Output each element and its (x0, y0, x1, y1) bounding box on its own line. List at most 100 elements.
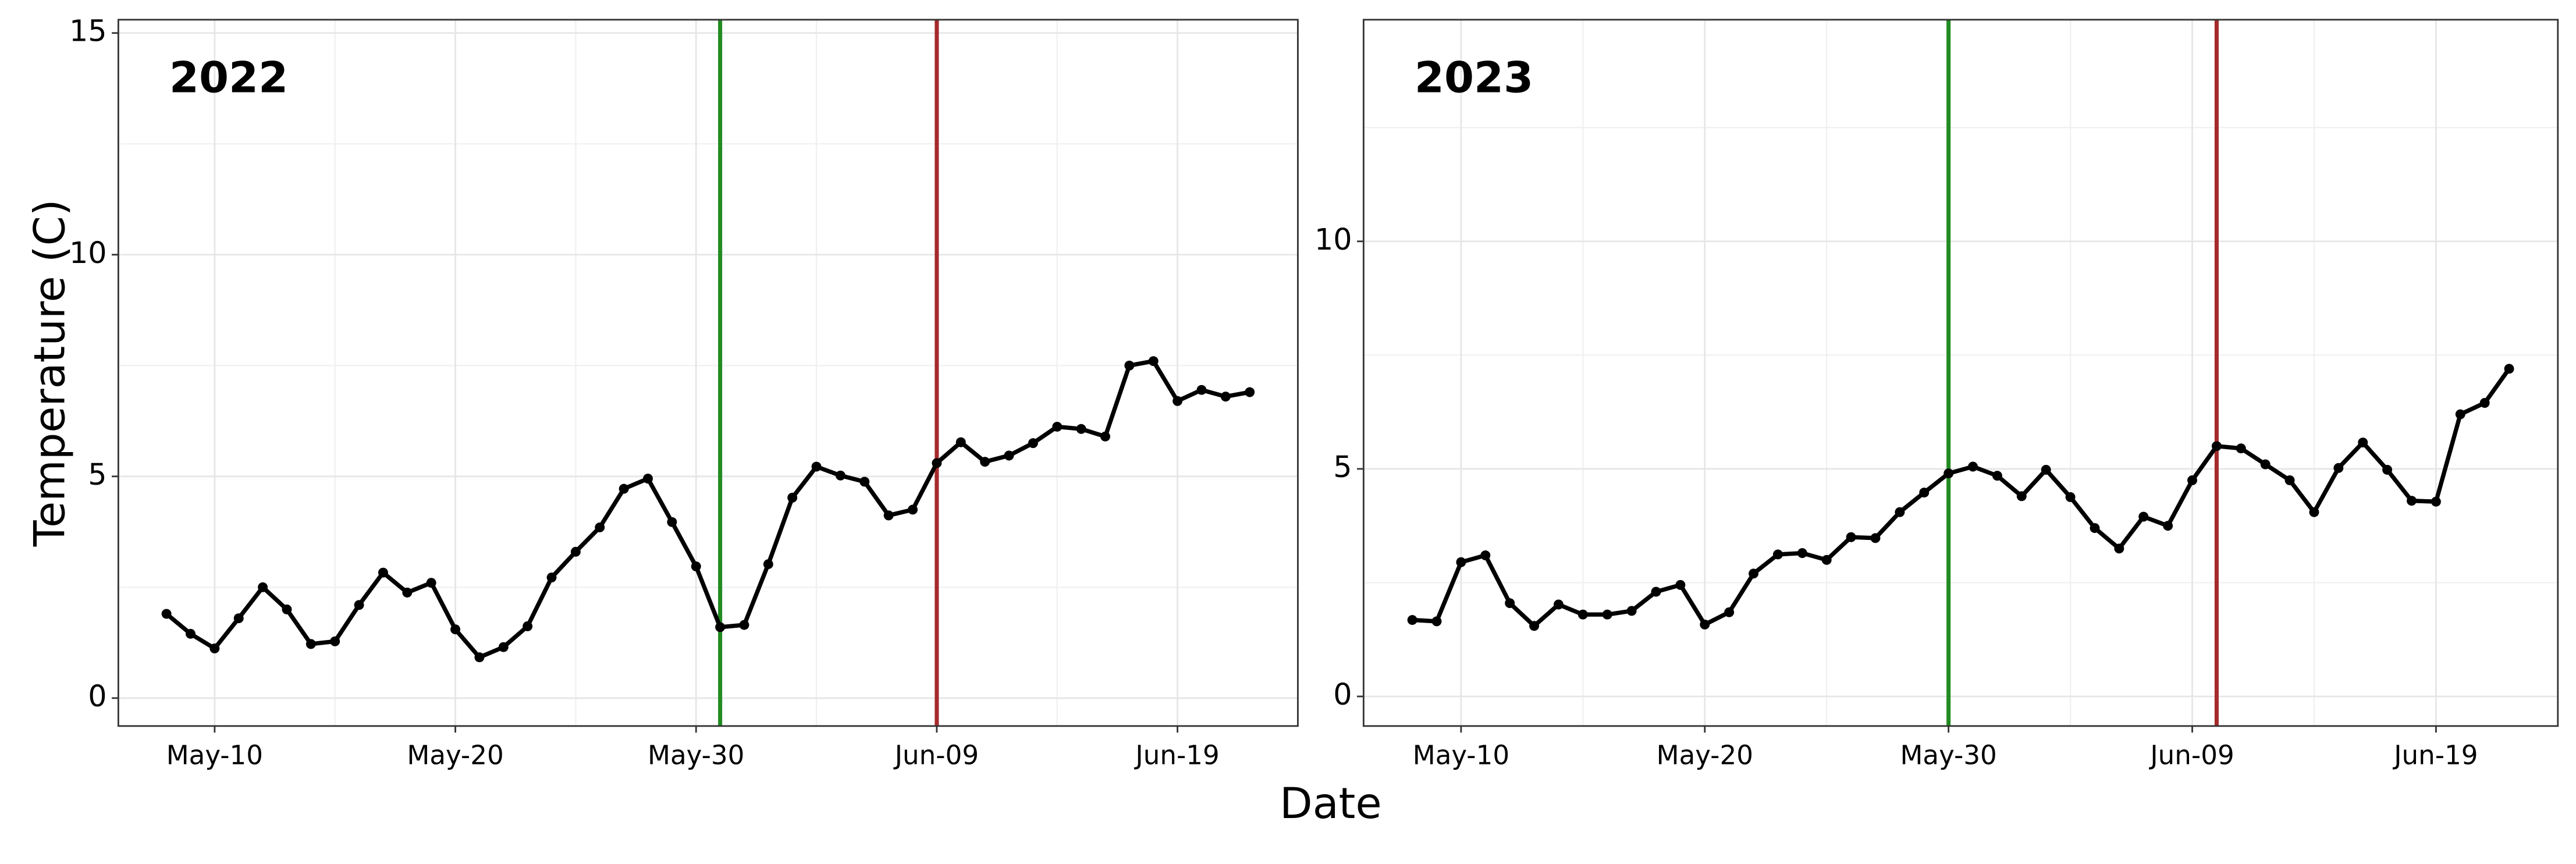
data-point (1943, 468, 1954, 479)
x-tick-label: May-20 (1657, 739, 1753, 770)
data-point (2333, 463, 2344, 473)
data-point (2187, 475, 2197, 485)
data-point (932, 458, 942, 468)
data-point (2504, 364, 2514, 374)
data-point (980, 457, 990, 467)
data-point (1172, 396, 1183, 406)
data-point (595, 522, 605, 532)
data-point (859, 477, 870, 487)
data-point (1245, 387, 1255, 397)
data-point (330, 636, 340, 646)
data-point (523, 621, 533, 631)
x-tick-label: May-30 (648, 739, 744, 770)
x-tick-label: Jun-09 (2148, 739, 2234, 770)
series-line (165, 359, 1250, 660)
data-point (1028, 438, 1038, 449)
data-point (1124, 360, 1135, 371)
data-point (1505, 598, 1515, 609)
data-point (1553, 599, 1564, 610)
data-point (1675, 579, 1686, 590)
y-tick-label: 0 (1333, 677, 1352, 712)
data-point (1407, 615, 1417, 625)
data-point (2163, 521, 2173, 531)
data-point (2065, 492, 2076, 502)
data-point (2431, 496, 2441, 507)
data-point (1220, 392, 1231, 402)
data-point (402, 587, 413, 598)
data-point (1992, 471, 2002, 481)
x-tick-label: Jun-19 (1134, 739, 1219, 770)
data-point (1895, 507, 1905, 517)
data-point (2211, 441, 2222, 451)
x-tick-label: Jun-09 (893, 739, 979, 770)
y-tick-label: 10 (69, 236, 107, 270)
data-point (1004, 450, 1014, 461)
data-point (378, 567, 388, 578)
data-point (161, 609, 172, 619)
data-point (258, 582, 268, 592)
data-point (2114, 543, 2124, 554)
data-point (209, 643, 220, 653)
data-point (1846, 532, 1856, 542)
panel-border (1362, 19, 2559, 727)
x-tick-label: May-20 (407, 739, 503, 770)
data-point (2041, 465, 2051, 475)
data-point (450, 624, 461, 635)
data-point (1772, 549, 1783, 560)
data-point (1456, 557, 1466, 567)
data-point (2090, 523, 2100, 534)
y-axis-label: Temperature (C) (25, 199, 74, 547)
data-point (908, 504, 918, 515)
data-point (643, 474, 653, 484)
x-axis-label: Date (1280, 779, 1381, 829)
data-point (1577, 609, 1588, 620)
data-point (2358, 438, 2368, 448)
data-point (1749, 568, 1759, 579)
data-point (2016, 491, 2027, 502)
data-point (1480, 550, 1491, 560)
panel-border (117, 19, 1299, 727)
y-tick-label: 10 (1314, 222, 1352, 257)
series-line (1412, 367, 2511, 628)
y-tick-label: 5 (1333, 450, 1352, 484)
data-point (667, 517, 677, 527)
data-point (715, 622, 726, 632)
data-point (186, 628, 196, 639)
data-point (2407, 496, 2417, 506)
data-point (2309, 507, 2319, 517)
data-point (2382, 465, 2393, 475)
data-point (1968, 461, 1978, 472)
data-point (2236, 443, 2246, 454)
data-point (1700, 619, 1710, 630)
panel-title: 2022 (169, 53, 288, 102)
y-tick-label: 5 (88, 457, 106, 492)
data-point (1076, 424, 1086, 434)
data-point (2455, 409, 2465, 419)
data-point (955, 437, 966, 447)
data-point (1919, 488, 1930, 498)
data-point (305, 639, 316, 649)
data-point (1431, 616, 1442, 627)
data-point (883, 510, 894, 521)
x-tick-label: Jun-19 (2392, 739, 2478, 770)
data-point (1529, 621, 1540, 631)
y-tick-label: 0 (88, 679, 106, 713)
data-point (426, 578, 436, 588)
data-point (835, 470, 845, 481)
data-point (498, 642, 509, 652)
data-point (1602, 609, 1612, 620)
data-point (282, 604, 292, 614)
data-point (1797, 548, 1807, 559)
data-point (2479, 398, 2490, 408)
data-point (2138, 511, 2149, 522)
data-point (1052, 421, 1063, 432)
data-point (233, 613, 244, 624)
data-point (546, 573, 557, 583)
data-point (1626, 606, 1637, 616)
data-point (2260, 459, 2271, 470)
data-point (1651, 586, 1661, 597)
data-point (739, 620, 749, 630)
x-tick-label: May-10 (1413, 739, 1509, 770)
